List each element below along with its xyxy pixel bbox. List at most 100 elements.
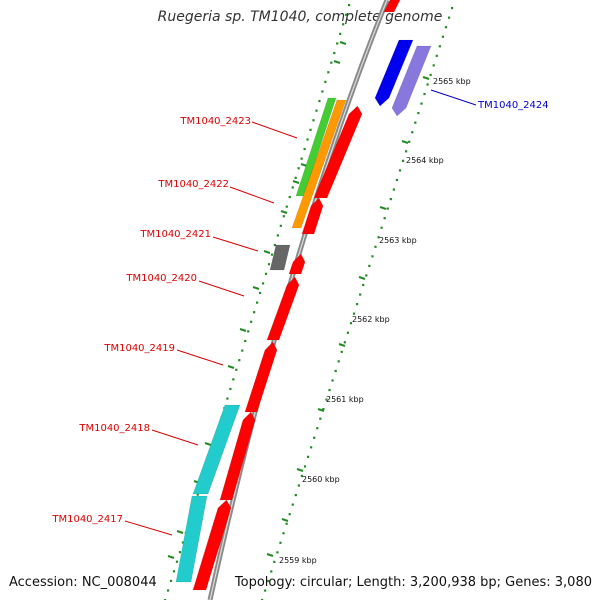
- outer-track-dot: [380, 226, 383, 229]
- gene-label-tm1040_2422: TM1040_2422: [157, 179, 229, 190]
- outer-track-tick: [379, 206, 387, 210]
- outer-track-dot: [377, 236, 380, 239]
- inner-track-dot: [172, 570, 176, 573]
- outer-track-dot: [282, 532, 285, 535]
- inner-track-dot: [282, 215, 285, 218]
- inner-track-dot: [312, 119, 315, 122]
- inner-track-dot: [226, 397, 229, 400]
- outer-track-dot: [297, 484, 300, 487]
- kbp-label: 2561 kbp: [326, 395, 364, 404]
- outer-track-dot: [423, 92, 426, 96]
- outer-track-dot: [401, 159, 405, 162]
- outer-track-dot: [359, 293, 362, 296]
- outer-track-dot: [429, 73, 432, 77]
- backbone-highlight: [209, 0, 388, 600]
- outer-track-tick: [281, 518, 289, 522]
- outer-track-dot: [334, 369, 337, 373]
- inner-track-dot: [232, 378, 235, 381]
- gene-label-tm1040_2420: TM1040_2420: [125, 273, 197, 284]
- inner-track-dot: [336, 42, 339, 45]
- inner-track-dot: [342, 23, 345, 26]
- outer-track-dot: [337, 360, 340, 363]
- outer-track-dot: [368, 264, 371, 268]
- inner-track-dot: [330, 61, 333, 64]
- inner-track-tick: [204, 442, 212, 446]
- outer-track-dot: [340, 350, 343, 353]
- outer-track-dot: [325, 398, 328, 401]
- gene-cds-top: [383, 0, 401, 13]
- outer-track-dot: [300, 474, 304, 478]
- inner-track-tick: [333, 60, 341, 64]
- gene-label-tm1040_2417: TM1040_2417: [51, 514, 123, 525]
- outer-track-dot: [313, 436, 316, 439]
- inner-track-dot: [285, 205, 288, 208]
- outer-track-dot: [362, 283, 365, 287]
- inner-track-tick: [263, 250, 271, 254]
- outer-track-dot: [273, 560, 276, 564]
- outer-track-tick: [338, 343, 346, 347]
- map-title: Ruegeria sp. TM1040, complete genome: [157, 9, 443, 25]
- inner-track-dot: [300, 157, 303, 160]
- inner-track-dot: [345, 13, 348, 16]
- genes: [175, 0, 432, 591]
- genome-summary-text: Topology: circular; Length: 3,200,938 bp…: [234, 575, 592, 590]
- outer-track-dot: [310, 446, 313, 449]
- label-leader-line: [151, 429, 199, 446]
- label-leader-line: [229, 186, 275, 204]
- kbp-label: 2564 kbp: [406, 156, 444, 165]
- outer-track-dot: [294, 493, 297, 497]
- outer-track-tick: [296, 468, 304, 472]
- kbp-label: 2565 kbp: [433, 77, 471, 86]
- inner-track-dot: [181, 541, 185, 544]
- gene-label-tm1040_2419: TM1040_2419: [103, 343, 175, 354]
- inner-track-dot: [166, 589, 170, 592]
- label-leader-line: [176, 349, 224, 366]
- gene-label-tm1040_2421: TM1040_2421: [139, 229, 211, 240]
- outer-track-dot: [356, 303, 359, 306]
- inner-track-tick: [167, 555, 175, 559]
- outer-track-dot: [328, 388, 331, 392]
- inner-track-tick: [339, 41, 347, 45]
- label-leaders: [124, 89, 477, 536]
- label-leader-line: [124, 520, 173, 536]
- inner-track-dot: [294, 176, 297, 179]
- inner-track-dot: [348, 4, 351, 7]
- outer-track-dot: [386, 207, 389, 210]
- label-leader-line: [198, 280, 245, 297]
- gene-cds-2420: [266, 276, 300, 341]
- outer-track-dot: [316, 427, 319, 430]
- outer-track-dot: [291, 503, 294, 506]
- kbp-label: 2559 kbp: [279, 556, 317, 565]
- gene-cds-2422: [301, 197, 324, 235]
- outer-track-dot: [383, 217, 386, 220]
- outer-track-dot: [408, 140, 411, 143]
- outer-track-dot: [444, 26, 448, 29]
- outer-track-dot: [270, 570, 273, 573]
- gene-gray-2421: [269, 244, 291, 271]
- outer-track-dot: [426, 83, 429, 86]
- inner-track-dot: [267, 263, 271, 266]
- outer-track-dot: [435, 54, 438, 57]
- inner-track-dot: [238, 359, 241, 362]
- inner-track-dot: [244, 339, 247, 343]
- outer-track-dot: [267, 579, 270, 583]
- outer-track-dot: [395, 178, 399, 182]
- outer-track-dot: [365, 274, 368, 277]
- label-leader-line: [430, 89, 477, 106]
- gene-label-tm1040_2424: TM1040_2424: [477, 100, 549, 111]
- outer-track-dot: [352, 312, 356, 315]
- outer-track-dot: [331, 379, 334, 382]
- gene-cds-2423: [313, 105, 363, 199]
- inner-track-tick: [227, 365, 235, 369]
- gene-purple-2424: [391, 45, 432, 117]
- inner-track-dot: [264, 272, 268, 275]
- outer-track-dot: [420, 102, 423, 105]
- kbp-label: 2563 kbp: [379, 236, 417, 245]
- inner-track-dot: [327, 71, 330, 74]
- kbp-label: 2560 kbp: [302, 475, 340, 484]
- gene-cds-2417: [192, 499, 232, 591]
- outer-track-dot: [411, 131, 414, 134]
- inner-track-dot: [175, 560, 179, 563]
- inner-track-dot: [261, 282, 265, 285]
